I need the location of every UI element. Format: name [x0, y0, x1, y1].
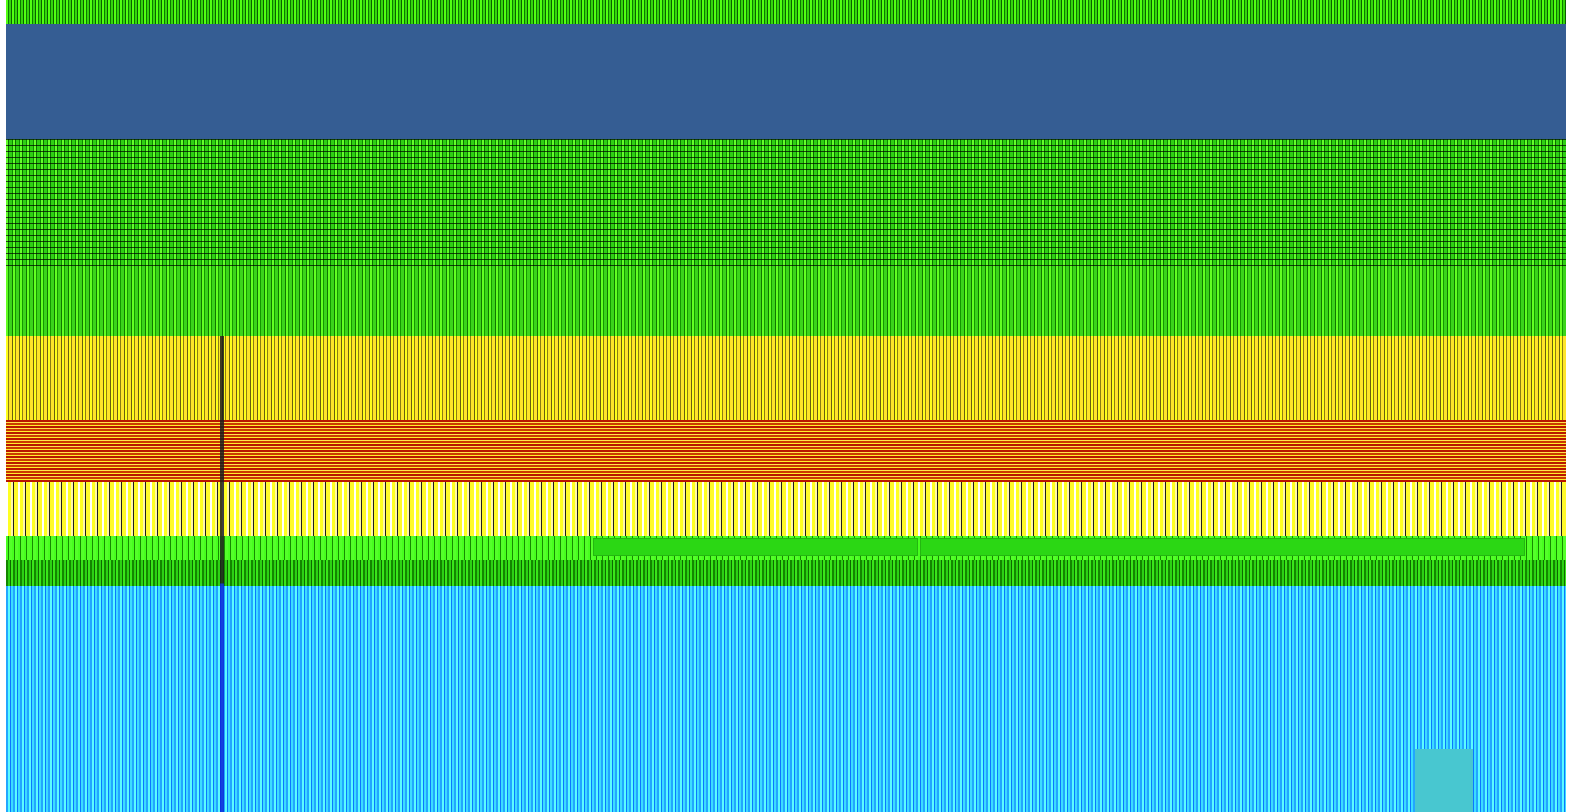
screenshot-frame [6, 0, 1566, 812]
green-line-region [6, 139, 1566, 266]
top-noise-strip [6, 0, 1566, 24]
inset-panel-right [920, 538, 1525, 556]
yellow-white-region [6, 482, 1566, 536]
inset-panel-left [593, 538, 918, 556]
blue-noise-region [6, 586, 1566, 812]
yellow-noise-region [6, 336, 1566, 420]
header-block [6, 24, 1566, 139]
vertical-divider [220, 336, 224, 812]
teal-block [1415, 749, 1473, 812]
dark-green-separator [6, 560, 1566, 586]
green-noise-region [6, 266, 1566, 336]
red-line-region [6, 420, 1566, 482]
green-stripe [6, 536, 1566, 560]
